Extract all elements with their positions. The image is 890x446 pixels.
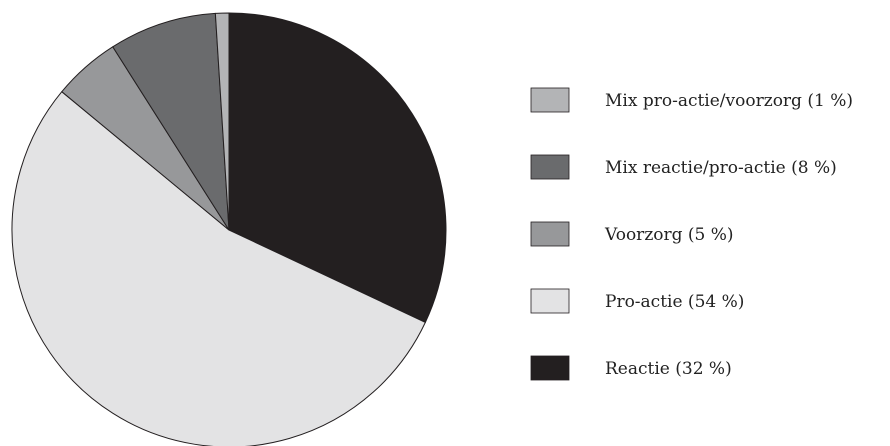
legend-item-voorzorg: Voorzorg (5 %) (530, 221, 734, 247)
pie-slice-mix-reactie-pro-actie (112, 12, 230, 231)
legend-swatch (530, 288, 570, 314)
legend: Mix pro-actie/voorzorg (1 %) Mix reactie/… (530, 87, 853, 381)
legend-label: Reactie (32 %) (605, 359, 732, 379)
legend-item-pro-actie: Pro-actie (54 %) (530, 288, 744, 314)
legend-item-reactie: Reactie (32 %) (530, 355, 732, 381)
legend-swatch (530, 221, 570, 247)
pie-slice-mix-pro-actie-voorzorg (214, 12, 230, 231)
legend-swatch (530, 154, 570, 180)
legend-item-mix-reactie-pro-actie: Mix reactie/pro-actie (8 %) (530, 154, 837, 180)
pie-slice-reactie (228, 12, 447, 323)
pie-slices (11, 12, 447, 446)
legend-swatch (530, 87, 570, 113)
legend-label: Voorzorg (5 %) (604, 225, 734, 245)
legend-label: Mix pro-actie/voorzorg (1 %) (605, 91, 853, 111)
legend-label: Pro-actie (54 %) (605, 292, 744, 312)
legend-swatch (530, 355, 570, 381)
pie-slice-pro-actie (11, 91, 426, 446)
legend-item-mix-pro-actie-voorzorg: Mix pro-actie/voorzorg (1 %) (530, 87, 853, 113)
legend-label: Mix reactie/pro-actie (8 %) (605, 158, 837, 178)
